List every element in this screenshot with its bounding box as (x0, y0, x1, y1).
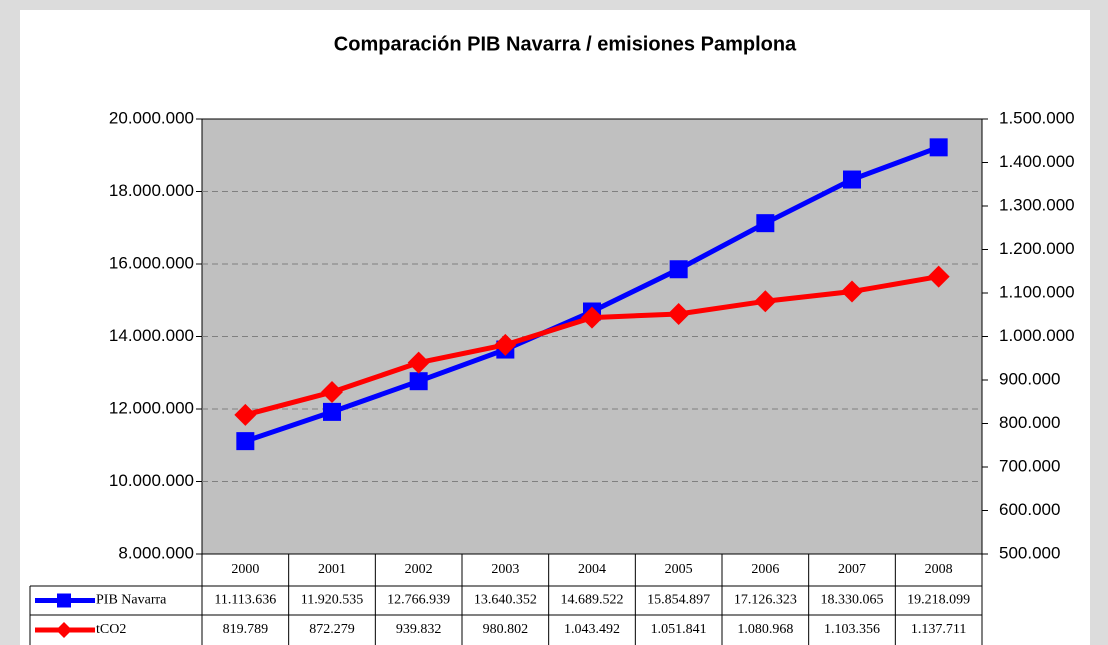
point (841, 280, 863, 303)
legend-key (57, 593, 71, 608)
x-tick-label: 2001 (318, 562, 346, 577)
point (494, 333, 517, 356)
table-value: 819.789 (223, 622, 269, 637)
point (667, 302, 690, 325)
y2-tick-label: 800.000 (999, 413, 1060, 432)
point (843, 170, 861, 189)
table-value: 1.137.711 (911, 622, 966, 637)
y2-tick-label: 1.400.000 (999, 152, 1075, 171)
y2-tick-label: 1.500.000 (999, 108, 1075, 127)
y2-tick-label: 1.300.000 (999, 195, 1075, 214)
table-value: 18.330.065 (821, 593, 884, 608)
y-tick-label: 16.000.000 (109, 253, 194, 272)
table-value: 872.279 (309, 622, 355, 637)
point (669, 260, 688, 279)
table-value: 12.766.939 (387, 593, 450, 608)
x-tick-label: 2007 (838, 562, 866, 577)
y2-tick-label: 900.000 (999, 369, 1060, 388)
table-value: 14.689.522 (561, 593, 624, 608)
point (756, 214, 775, 233)
x-tick-label: 2002 (405, 562, 433, 577)
legend-label: PIB Navarra (96, 593, 167, 608)
y2-tick-label: 500.000 (999, 543, 1060, 562)
x-tick-label: 2008 (925, 562, 953, 577)
point (321, 381, 343, 404)
y2-tick-label: 1.000.000 (999, 326, 1075, 345)
legend-key (56, 622, 72, 638)
point (407, 351, 430, 374)
point (409, 372, 428, 391)
point (323, 402, 341, 421)
x-tick-label: 2000 (231, 562, 259, 577)
point (754, 290, 777, 313)
table-value: 17.126.323 (734, 593, 797, 608)
table-value: 1.080.968 (737, 622, 793, 637)
table-value: 15.854.897 (647, 593, 710, 608)
point (236, 432, 255, 451)
table-value: 1.043.492 (564, 622, 620, 637)
point (581, 306, 603, 329)
x-tick-label: 2006 (751, 562, 779, 577)
y2-tick-label: 600.000 (999, 500, 1060, 519)
legend-label: tCO2 (96, 622, 126, 637)
table-value: 11.113.636 (214, 593, 276, 608)
table-value: 1.051.841 (651, 622, 707, 637)
table-value: 19.218.099 (907, 593, 970, 608)
y-tick-label: 14.000.000 (109, 326, 194, 345)
table-value: 980.802 (483, 622, 529, 637)
y2-tick-label: 1.100.000 (999, 282, 1075, 301)
y-tick-label: 12.000.000 (109, 398, 194, 417)
point (929, 138, 948, 157)
y-tick-label: 20.000.000 (109, 108, 194, 127)
table-value: 939.832 (396, 622, 442, 637)
point (234, 403, 257, 426)
table-value: 13.640.352 (474, 593, 537, 608)
chart-title: Comparación PIB Navarra / emisiones Pamp… (334, 33, 797, 55)
x-tick-label: 2005 (665, 562, 693, 577)
y2-tick-label: 1.200.000 (999, 239, 1075, 258)
x-tick-label: 2003 (491, 562, 519, 577)
table-value: 11.920.535 (301, 593, 363, 608)
point (927, 265, 950, 288)
y2-tick-label: 700.000 (999, 456, 1060, 475)
table-value: 1.103.356 (824, 622, 880, 637)
y-tick-label: 10.000.000 (109, 471, 194, 490)
y-tick-label: 18.000.000 (109, 181, 194, 200)
y-tick-label: 8.000.000 (118, 543, 194, 562)
x-tick-label: 2004 (578, 562, 606, 577)
